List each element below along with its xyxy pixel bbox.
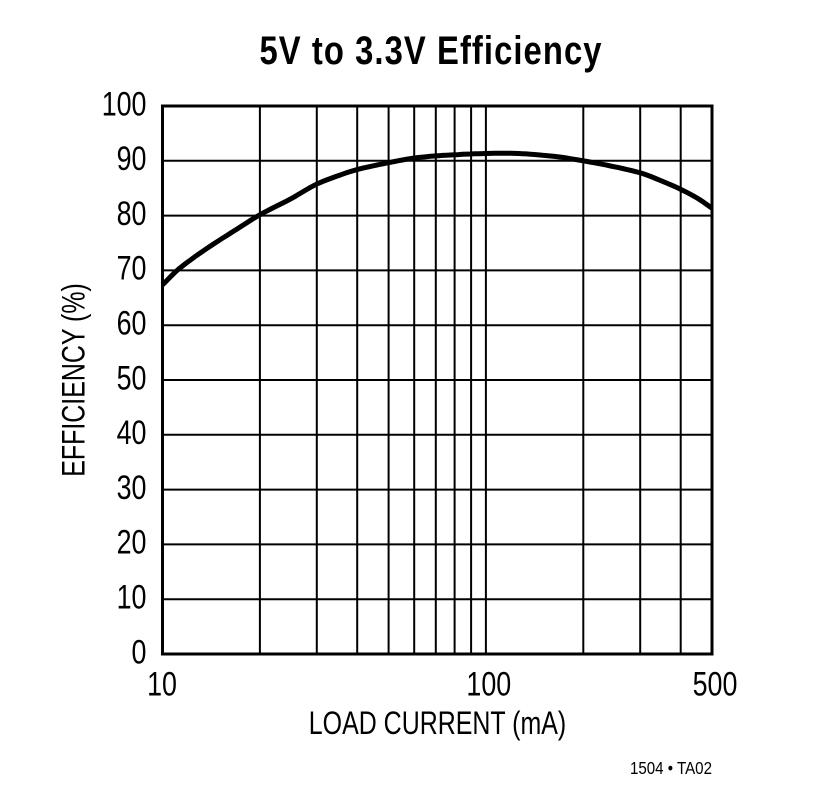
svg-text:LOAD CURRENT (mA): LOAD CURRENT (mA) xyxy=(309,706,566,742)
svg-text:70: 70 xyxy=(117,250,147,288)
svg-text:500: 500 xyxy=(693,666,738,704)
svg-text:20: 20 xyxy=(117,524,147,562)
svg-text:40: 40 xyxy=(117,414,147,452)
svg-text:80: 80 xyxy=(117,195,147,233)
svg-text:60: 60 xyxy=(117,305,147,343)
svg-text:1504 • TA02: 1504 • TA02 xyxy=(630,758,712,779)
svg-text:100: 100 xyxy=(466,666,511,704)
svg-text:0: 0 xyxy=(132,633,147,671)
svg-text:5V to 3.3V Efficiency: 5V to 3.3V Efficiency xyxy=(259,28,602,73)
svg-text:50: 50 xyxy=(117,359,147,397)
svg-text:10: 10 xyxy=(147,666,177,704)
svg-text:EFFICIENCY (%): EFFICIENCY (%) xyxy=(57,283,93,477)
svg-text:30: 30 xyxy=(117,469,147,507)
svg-text:100: 100 xyxy=(102,85,147,123)
svg-text:10: 10 xyxy=(117,579,147,617)
svg-text:90: 90 xyxy=(117,140,147,178)
